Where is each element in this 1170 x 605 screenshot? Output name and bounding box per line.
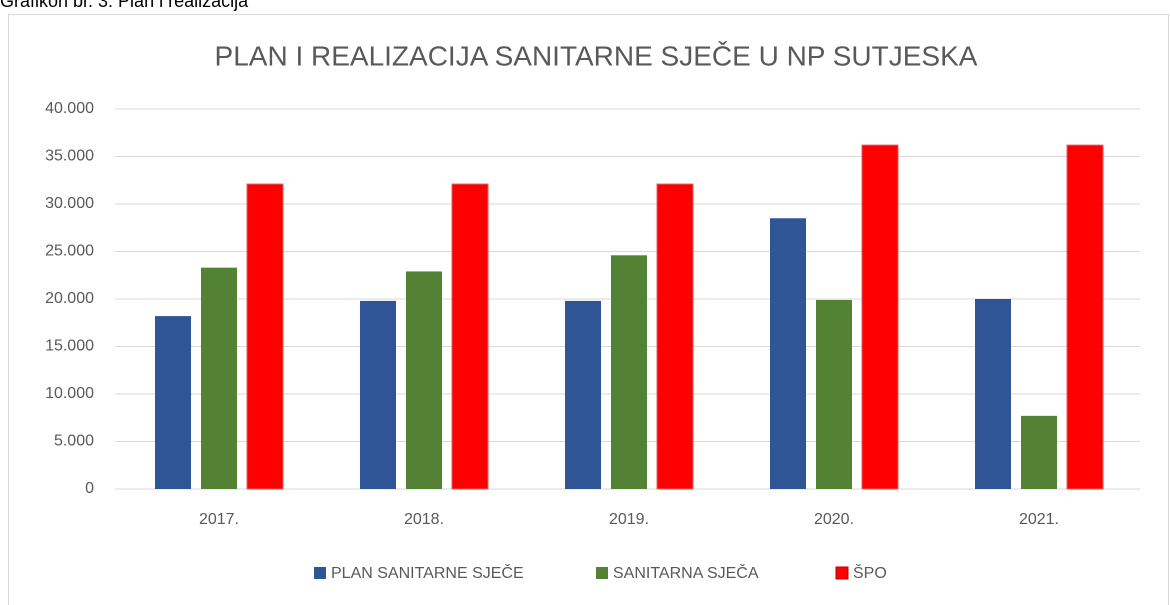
y-tick-label: 25.000	[45, 243, 94, 260]
bar	[816, 299, 852, 489]
y-tick-label: 35.000	[45, 148, 94, 165]
bar	[360, 300, 396, 489]
bar	[656, 183, 694, 490]
x-tick-label: 2021.	[1019, 511, 1059, 528]
y-tick-label: 40.000	[45, 100, 94, 117]
legend-label: SANITARNA SJEČA	[613, 563, 759, 582]
legend-swatch	[314, 567, 326, 579]
bar	[975, 299, 1011, 489]
bar	[201, 267, 237, 489]
y-tick-label: 5.000	[54, 433, 94, 450]
x-tick-label: 2019.	[609, 511, 649, 528]
bar	[246, 183, 284, 490]
bar	[861, 144, 899, 490]
bar	[611, 255, 647, 489]
x-tick-label: 2020.	[814, 511, 854, 528]
bar	[770, 218, 806, 489]
bar	[1021, 415, 1057, 489]
x-tick-label: 2017.	[199, 511, 239, 528]
y-tick-label: 15.000	[45, 338, 94, 355]
bar	[451, 183, 489, 490]
legend-swatch	[835, 566, 849, 580]
bar	[406, 271, 442, 489]
y-tick-label: 0	[85, 480, 94, 497]
bar	[1066, 144, 1104, 490]
x-tick-label: 2018.	[404, 511, 444, 528]
legend-label: ŠPO	[853, 563, 887, 582]
legend-label: PLAN SANITARNE SJEČE	[331, 563, 524, 582]
chart-title: PLAN I REALIZACIJA SANITARNE SJEČE U NP …	[215, 40, 978, 71]
y-tick-label: 10.000	[45, 385, 94, 402]
legend-swatch	[596, 567, 608, 579]
y-tick-label: 30.000	[45, 195, 94, 212]
caption: Grafikon br. 3: Plan i realizacija	[0, 0, 249, 11]
y-tick-label: 20.000	[45, 290, 94, 307]
bar	[155, 316, 191, 489]
bar	[565, 300, 601, 489]
